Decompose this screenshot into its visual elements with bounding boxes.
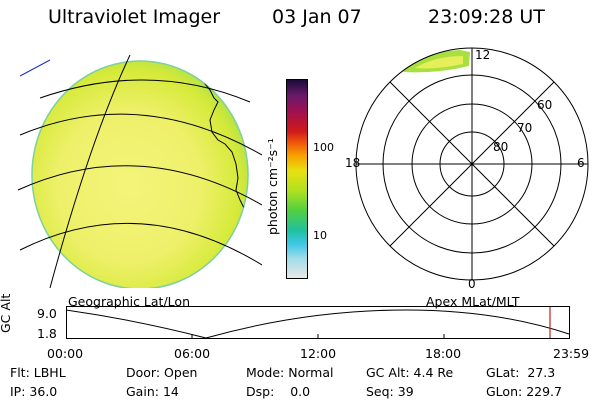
mlt-label-0: 0 [468, 277, 476, 290]
mlt-label-12: 12 [475, 48, 490, 62]
instrument-title: Ultraviolet Imager [48, 6, 221, 28]
mlt-label-6: 6 [577, 156, 585, 170]
mlat-label-60: 60 [537, 98, 552, 112]
info-door: Door: Open [126, 365, 198, 380]
earth-disk [31, 60, 249, 288]
timeline-frame [66, 306, 570, 339]
colorbar-tick-100: 100 [313, 141, 334, 154]
time-tick-1200: 12:00 [300, 346, 337, 361]
longitude-line [49, 54, 131, 288]
colorbar-tick-10: 10 [313, 229, 327, 242]
orbit-track [19, 59, 51, 77]
geographic-label: Geographic Lat/Lon [68, 294, 190, 309]
apex-label: Apex MLat/MLT [426, 294, 520, 309]
info-seq: Seq: 39 [366, 384, 414, 399]
polar-mlat-mlt-plot: 12 18 6 0 60 70 80 [345, 47, 589, 290]
altitude-curve [66, 309, 570, 339]
mlat-label-80: 80 [493, 140, 508, 154]
info-gc-alt: GC Alt: 4.4 Re [366, 365, 454, 380]
time-tick-2359: 23:59 [553, 346, 590, 361]
observation-time: 23:09:28 UT [428, 6, 545, 28]
latitude-line [19, 113, 262, 156]
mlat-label-70: 70 [517, 121, 532, 135]
info-glat: GLat: 27.3 [486, 365, 556, 380]
colorbar [286, 79, 308, 279]
observation-date: 03 Jan 07 [272, 6, 362, 28]
time-tick-0000: 00:00 [47, 346, 84, 361]
latitude-line [19, 222, 262, 266]
info-gain: Gain: 14 [126, 384, 179, 399]
info-flt: Flt: LBHL [10, 365, 66, 380]
earth-uv-image [17, 54, 262, 288]
altitude-timeline [66, 306, 570, 339]
time-tick-0600: 06:00 [174, 346, 211, 361]
latitude-line [39, 79, 251, 103]
gc-alt-min: 1.8 [37, 326, 57, 341]
latitude-line [17, 165, 262, 206]
mlt-diagonal [389, 81, 555, 247]
aurora-emission-core [415, 56, 463, 69]
time-tick-1800: 18:00 [425, 346, 462, 361]
info-ip: IP: 36.0 [10, 384, 58, 399]
gc-alt-axis-title: GC Alt [0, 293, 13, 333]
mlt-label-18: 18 [345, 156, 360, 170]
colorbar-unit-label: photon cm⁻²s⁻¹ [265, 138, 280, 235]
info-mode: Mode: Normal [246, 365, 334, 380]
gc-alt-max: 9.0 [37, 306, 57, 321]
info-glon: GLon: 229.7 [486, 384, 562, 399]
info-dsp: Dsp: 0.0 [246, 384, 311, 399]
